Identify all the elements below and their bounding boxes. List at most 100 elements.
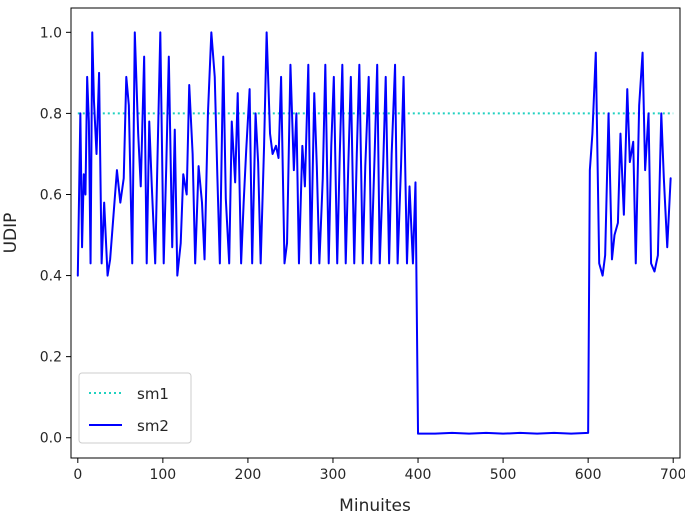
data-point-sm2: [648, 113, 650, 115]
data-point-sm2: [353, 263, 355, 265]
data-point-sm2: [362, 263, 364, 265]
data-point-sm2: [165, 165, 167, 167]
data-point-sm2: [333, 76, 335, 78]
data-point-sm2: [666, 246, 668, 248]
data-point-sm2: [412, 263, 414, 265]
data-point-sm2: [249, 88, 251, 90]
data-point-sm2: [626, 88, 628, 90]
data-point-sm2: [670, 177, 672, 179]
data-point-sm2: [298, 263, 300, 265]
data-point-sm1: [77, 113, 79, 115]
data-point-sm2: [143, 56, 145, 58]
data-point-sm2: [140, 186, 142, 188]
data-point-sm2: [611, 259, 613, 261]
data-point-sm2: [272, 153, 274, 155]
data-point-sm2: [322, 177, 324, 179]
data-point-sm2: [103, 202, 105, 204]
data-point-sm2: [286, 242, 288, 244]
data-point-sm2: [536, 433, 538, 435]
data-point-sm2: [234, 182, 236, 184]
data-point-sm2: [225, 198, 227, 200]
data-point-sm2: [451, 432, 453, 434]
data-point-sm2: [308, 64, 310, 66]
data-point-sm2: [125, 76, 127, 78]
data-point-sm2: [368, 76, 370, 78]
data-point-sm2: [280, 76, 282, 78]
y-axis: 0.0 0.2 0.4 0.6 0.8 1.0: [40, 25, 71, 447]
data-point-sm2: [157, 145, 159, 147]
data-point-sm2: [617, 222, 619, 224]
x-tick-label: 500: [490, 467, 517, 483]
data-point-sm2: [650, 263, 652, 265]
data-point-sm2: [83, 173, 85, 175]
legend-label-sm1: sm1: [137, 385, 169, 403]
legend-label-sm2: sm2: [137, 417, 169, 435]
data-point-sm2: [182, 173, 184, 175]
data-point-sm2: [336, 263, 338, 265]
data-point-sm2: [374, 153, 376, 155]
data-point-sm2: [194, 263, 196, 265]
data-point-sm2: [654, 271, 656, 273]
data-point-sm2: [96, 153, 98, 155]
data-point-sm2: [614, 234, 616, 236]
data-point-sm2: [316, 165, 318, 167]
data-point-sm2: [356, 153, 358, 155]
data-point-sm2: [222, 56, 224, 58]
x-tick-label: 100: [149, 467, 176, 483]
data-point-sm2: [468, 433, 470, 435]
data-point-sm2: [101, 263, 103, 265]
data-point-sm2: [663, 177, 665, 179]
data-point-sm2: [198, 165, 200, 167]
data-point-sm2: [243, 202, 245, 204]
data-point-sm2: [642, 52, 644, 54]
data-point-sm2: [638, 105, 640, 107]
data-point-sm2: [168, 56, 170, 58]
data-point-sm2: [177, 275, 179, 277]
data-point-sm2: [325, 64, 327, 66]
data-point-sm2: [81, 246, 83, 248]
data-point-sm2: [394, 64, 396, 66]
data-point-sm2: [188, 84, 190, 86]
data-point-sm2: [485, 432, 487, 434]
data-point-sm2: [419, 433, 421, 435]
plot-series: [76, 31, 674, 435]
data-point-sm2: [86, 76, 88, 78]
data-point-sm2: [204, 259, 206, 261]
data-point-sm2: [90, 263, 92, 265]
x-axis-title: Minuites: [339, 496, 411, 516]
data-point-sm2: [174, 129, 176, 131]
data-point-sm2: [180, 242, 182, 244]
data-point-sm2: [128, 105, 130, 107]
data-point-sm2: [415, 182, 417, 184]
data-point-sm2: [257, 161, 259, 163]
data-point-sm2: [589, 169, 591, 171]
data-point-sm2: [319, 263, 321, 265]
data-point-sm2: [339, 153, 341, 155]
data-point-sm2: [263, 145, 265, 147]
data-point-sm2: [370, 263, 372, 265]
data-point-sm2: [290, 64, 292, 66]
data-point-sm2: [587, 432, 589, 434]
data-point-sm2: [116, 169, 118, 171]
data-point-sm2: [385, 76, 387, 78]
data-point-sm2: [107, 275, 109, 277]
data-point-sm2: [207, 113, 209, 115]
data-point-sm2: [80, 113, 82, 115]
data-point-sm2: [400, 165, 402, 167]
data-point-sm2: [296, 113, 298, 115]
data-point-sm2: [364, 165, 366, 167]
data-point-sm2: [417, 433, 419, 435]
data-point-sm2: [660, 113, 662, 115]
series-sm1: [77, 112, 674, 115]
data-point-sm2: [595, 52, 597, 54]
data-point-sm2: [403, 76, 405, 78]
x-axis: 0 100 200 300 400 500 600 700: [73, 458, 685, 483]
data-point-sm2: [397, 263, 399, 265]
data-point-sm2: [211, 32, 213, 34]
data-point-sm2: [85, 194, 87, 196]
legend-box: [78, 372, 192, 444]
data-point-sm2: [93, 100, 95, 102]
data-point-sm2: [260, 263, 262, 265]
data-point-sm2: [657, 255, 659, 257]
data-point-sm2: [275, 145, 277, 147]
